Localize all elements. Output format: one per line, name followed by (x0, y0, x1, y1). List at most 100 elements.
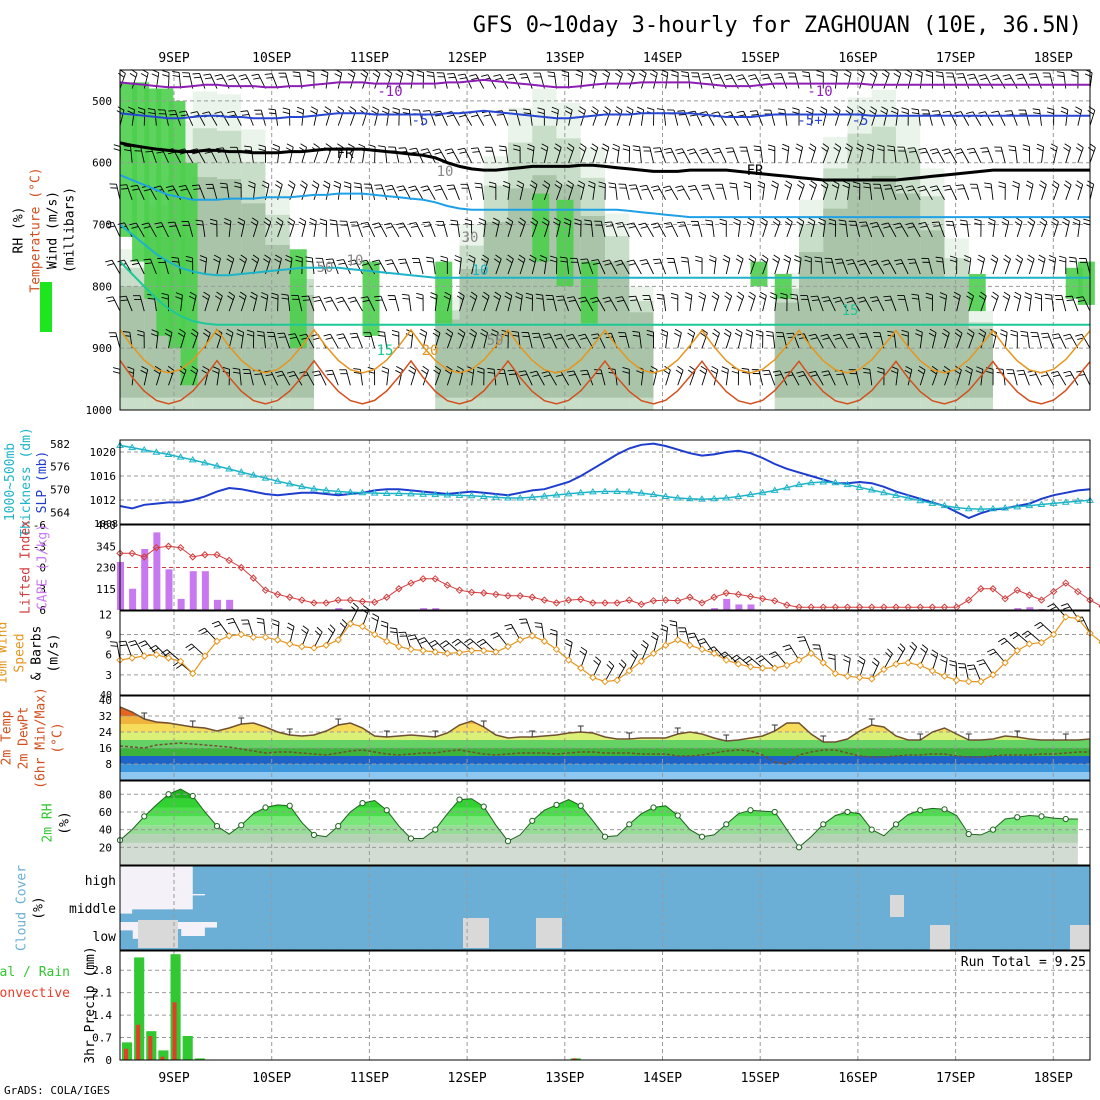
wind-barb (464, 148, 473, 163)
lifted-index-marker (504, 592, 512, 600)
wind-barb-feather (519, 73, 527, 75)
thickness-marker (940, 501, 949, 509)
wind-barb-feather (669, 620, 677, 623)
lifted-index-marker (273, 590, 282, 599)
wind-barb-feather (246, 329, 254, 333)
precip-convective-bar (148, 1035, 153, 1060)
cloud-bar (338, 866, 351, 894)
lifted-index-marker (1062, 579, 1070, 587)
wind-barb-feather (1039, 221, 1046, 226)
wind-barb (155, 369, 162, 386)
wind-barb-feather (592, 300, 600, 303)
axis-label: SLP (mb) (35, 451, 50, 514)
wind-barb (907, 646, 918, 663)
wind-barb (584, 296, 594, 312)
wind-barb (293, 371, 303, 386)
wind-barb (928, 258, 933, 275)
cloud-bar (908, 866, 921, 894)
wind-barb-feather (638, 72, 646, 78)
wind-barb (828, 296, 836, 312)
wind-barb (681, 148, 691, 163)
cape-bar (226, 599, 234, 610)
wind-barb-feather (263, 258, 270, 263)
wind-barb-feather (193, 188, 201, 190)
wind-barb-feather (964, 255, 972, 259)
wind-barb-feather (161, 292, 169, 296)
wind-barb-feather (777, 108, 785, 111)
wind-barb-feather (630, 188, 638, 190)
wind-barb-feather (616, 263, 624, 266)
wind-barb (443, 72, 448, 89)
wind-barb-feather (105, 296, 113, 299)
wind-speed-marker (928, 667, 937, 675)
wind-barb-feather (653, 147, 661, 149)
cloud-bar (1077, 866, 1091, 894)
wind-barb-feather (1056, 71, 1064, 74)
wind-barb-feather (608, 182, 616, 185)
wind-barb-feather (543, 374, 551, 378)
temperature-contour (119, 260, 1090, 326)
wind-barb (780, 73, 788, 89)
wind-barb-feather (541, 370, 549, 374)
cloud-bar (471, 866, 485, 894)
wind-barb (1025, 110, 1030, 126)
wind-barb-feather (939, 292, 947, 296)
wind-barb (659, 147, 667, 163)
wind-barb-feather (622, 371, 630, 374)
wind-barb-feather (632, 334, 640, 337)
rh-marker (917, 807, 924, 814)
wind-barb-feather (107, 263, 115, 266)
cloud-bar (556, 866, 570, 894)
top-date-axis: 9SEP 10SEP 11SEP 12SEP 13SEP 14SEP 15SEP 16SEP 1… (158, 51, 1073, 66)
wind-barb-feather (1034, 296, 1042, 300)
wind-barb-feather (881, 222, 889, 226)
wind-barb (616, 73, 623, 89)
wind-barb-feather (942, 110, 950, 113)
wind-barb-feather (608, 186, 616, 189)
wind-barb-feather (372, 259, 380, 263)
wind-barb-feather (968, 668, 976, 671)
wind-barb-feather (284, 258, 292, 263)
wind-barb-feather (919, 188, 927, 192)
wind-barb-feather (591, 333, 599, 336)
rh-shading (847, 181, 872, 398)
wind-barb-feather (968, 77, 976, 80)
wind-speed-marker (868, 675, 876, 683)
wind-barb-feather (409, 222, 417, 225)
wind-barb-feather (966, 147, 975, 151)
wind-barb (669, 185, 679, 201)
wind-barb-feather (201, 369, 209, 375)
wind-barb-feather (612, 143, 620, 148)
wind-barb (960, 148, 970, 163)
wind-barb-feather (117, 222, 125, 225)
wind-barb-feather (350, 221, 358, 223)
tick-label: 2.1 (92, 987, 112, 1000)
wind-barb-feather (326, 373, 334, 376)
wind-speed-marker (189, 669, 197, 678)
wind-barb (257, 74, 266, 89)
wind-barb-feather (626, 259, 634, 263)
wind-barb (638, 332, 642, 349)
wind-speed-marker (649, 649, 658, 658)
wind-barb-feather (543, 217, 550, 223)
wind-barb-feather (771, 184, 778, 189)
cloud-bar (677, 866, 691, 894)
wind-barb-feather (863, 186, 871, 189)
wind-barb-feather (469, 295, 476, 301)
wind-barb (168, 332, 173, 349)
wind-barb-feather (722, 258, 730, 263)
wind-barb-feather (454, 255, 462, 259)
wind-barb (573, 296, 582, 312)
rh-marker (335, 822, 342, 830)
wind-barb-feather (650, 365, 658, 371)
wind-barb-feather (278, 336, 286, 338)
wind-barb-feather (822, 143, 829, 149)
thickness-marker (140, 445, 149, 453)
wind-barb-feather (502, 184, 510, 189)
wind-barb-feather (965, 111, 973, 115)
wind-barb (938, 110, 945, 126)
wind-barb (115, 332, 121, 349)
wind-barb-feather (976, 366, 984, 370)
wind-barb (177, 258, 182, 275)
wind-barb (271, 73, 279, 89)
